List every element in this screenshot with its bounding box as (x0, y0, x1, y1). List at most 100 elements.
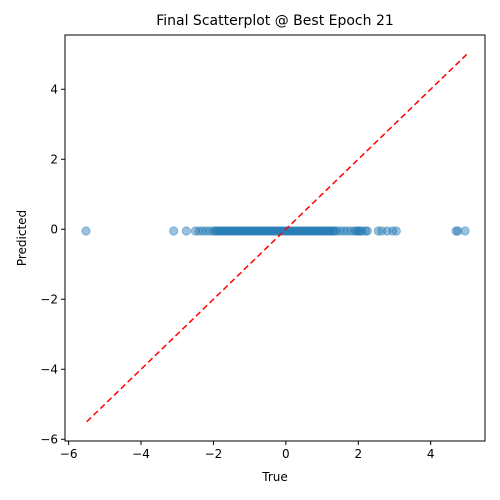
scatter-point (263, 226, 273, 236)
scatter-point (237, 226, 248, 236)
scatter-point (286, 226, 296, 236)
scatter-point (241, 226, 251, 236)
scatter-point (299, 226, 309, 236)
scatter-point (261, 226, 271, 236)
reference-line (86, 53, 468, 423)
scatter-point (326, 226, 336, 236)
scatter-point (239, 226, 249, 236)
scatter-point (388, 226, 398, 236)
scatter-point (205, 226, 215, 236)
scatter-point (210, 226, 220, 236)
scatter-point (391, 226, 401, 236)
x-tick-label: −4 (132, 447, 150, 461)
scatter-point (219, 226, 229, 236)
scatter-point (201, 226, 211, 236)
scatter-point (284, 226, 295, 236)
scatter-point (460, 226, 470, 236)
scatter-point (322, 226, 333, 236)
x-tick-label: 2 (354, 447, 362, 461)
scatter-point (234, 226, 244, 236)
scatter-point (306, 226, 316, 236)
scatter-point (246, 226, 257, 236)
scatter-point (310, 226, 320, 236)
scatter-point (362, 226, 372, 236)
scatter-point (243, 226, 253, 236)
scatter-point (346, 226, 356, 236)
scatter-point (250, 226, 260, 236)
scatter-point (264, 226, 275, 236)
scatter-point (226, 226, 237, 236)
scatter-point (232, 226, 242, 236)
scatter-point (339, 226, 349, 236)
scatter-point (208, 226, 219, 236)
scatter-point (181, 226, 191, 236)
scatter-point (350, 226, 360, 236)
scatter-point (313, 226, 324, 236)
scatter-point (248, 226, 258, 236)
scatter-point (190, 226, 200, 236)
scatter-point (355, 226, 365, 236)
x-tick-label: 4 (427, 447, 435, 461)
plot-area (81, 53, 470, 423)
scatter-point (453, 226, 463, 236)
scatter-point (382, 226, 392, 236)
y-tick-label: −6 (40, 432, 58, 446)
scatter-point (288, 226, 298, 236)
scatter-point (321, 226, 331, 236)
scatter-point (330, 226, 340, 236)
scatter-point (236, 226, 246, 236)
scatter-point (292, 226, 302, 236)
scatter-point (257, 226, 267, 236)
scatter-point (272, 226, 282, 236)
scatter-point (169, 226, 179, 236)
scatter-point (293, 226, 304, 236)
scatter-point (216, 226, 226, 236)
scatter-point (259, 226, 269, 236)
scatter-point (281, 226, 291, 236)
scatter-point (295, 226, 305, 236)
scatter-point (331, 226, 342, 236)
scatter-point (255, 226, 266, 236)
y-axis: −6 −4 −2 0 2 4 (40, 82, 65, 446)
x-tick-label: 0 (282, 447, 290, 461)
x-axis: −6 −4 −2 0 2 4 (60, 441, 435, 461)
scatter-point (223, 226, 233, 236)
scatter-point (266, 226, 276, 236)
scatter-point (194, 226, 204, 236)
y-tick-label: −4 (40, 362, 58, 376)
scatter-point (274, 226, 284, 236)
x-axis-label: True (261, 470, 288, 484)
scatter-point (81, 226, 91, 236)
scatter-point (217, 226, 228, 236)
scatter-point (377, 226, 387, 236)
scatter-point (353, 226, 363, 236)
axes-frame (64, 34, 486, 442)
scatter-point (319, 226, 329, 236)
scatter-point (277, 226, 287, 236)
scatter-point (197, 226, 208, 236)
y-tick-label: 0 (50, 222, 58, 236)
scatter-point (297, 226, 307, 236)
y-tick-label: 4 (50, 82, 58, 96)
chart-title: Final Scatterplot @ Best Epoch 21 (156, 13, 394, 29)
scatter-point (317, 226, 327, 236)
x-tick-label: −6 (60, 447, 78, 461)
y-tick-label: −2 (40, 292, 58, 306)
scatter-point (212, 226, 222, 236)
scatter-point (328, 226, 338, 236)
scatter-point (230, 226, 240, 236)
y-axis-label: Predicted (15, 210, 29, 266)
scatter-point (351, 226, 362, 236)
scatter-point (221, 226, 231, 236)
scatter-point (290, 226, 300, 236)
scatter-point (308, 226, 318, 236)
scatter-point (268, 226, 278, 236)
scatter-point (335, 226, 345, 236)
scatter-point (225, 226, 235, 236)
scatter-point (357, 226, 367, 236)
scatter-point (228, 226, 238, 236)
scatter-point (324, 226, 334, 236)
scatter-point (302, 226, 313, 236)
